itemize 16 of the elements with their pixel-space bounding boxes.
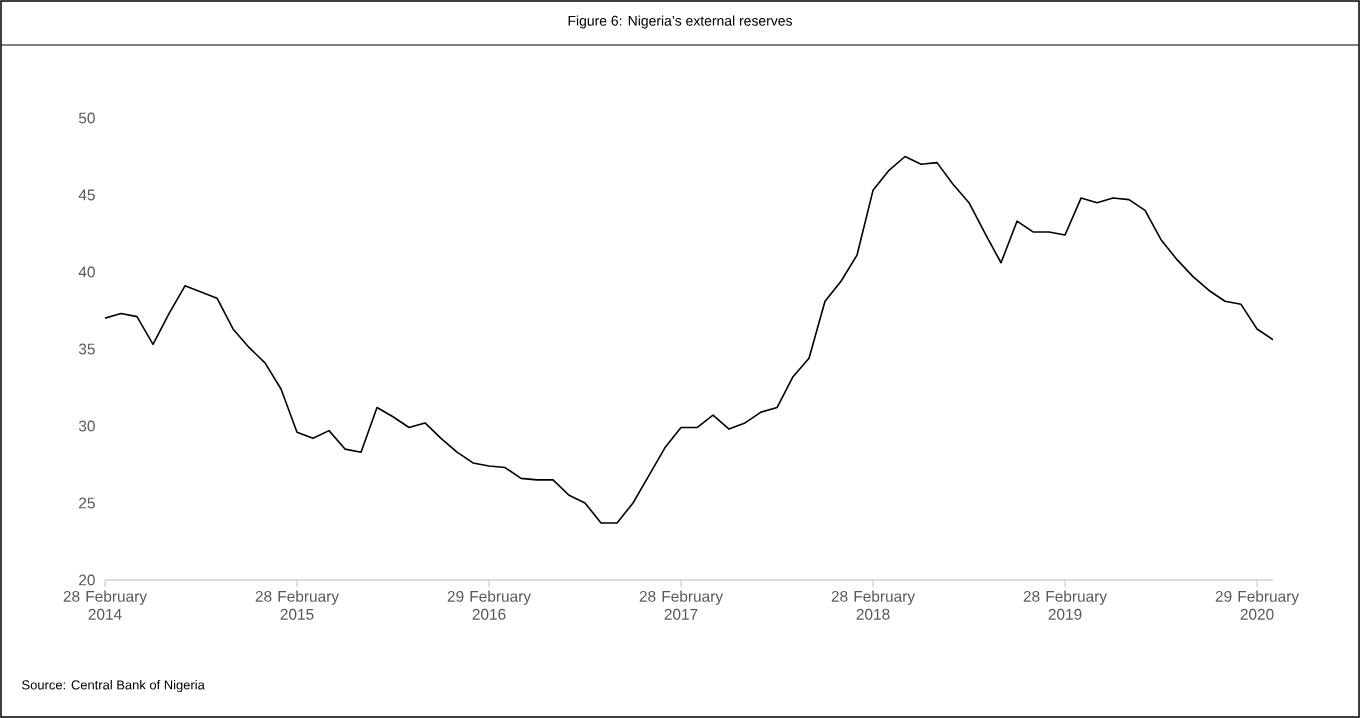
x-tick-label: 28 February 2015 [255, 590, 340, 620]
y-tick-label: 40 [78, 266, 95, 278]
y-tick-label: 30 [78, 420, 95, 432]
x-tick-label: 28 February 2019 [1023, 590, 1108, 620]
x-tick-label: 29 February 2016 [447, 590, 532, 620]
x-tick-label: 28 February 2017 [639, 590, 724, 620]
x-tick-label: 28 February 2014 [63, 590, 148, 620]
y-tick-label: 25 [79, 497, 95, 509]
x-tick-label: 28 February 2018 [831, 590, 916, 620]
y-tick-label: 35 [78, 343, 95, 355]
y-tick-label: 20 [79, 574, 95, 586]
y-tick-label: 45 [78, 189, 95, 201]
source-note: Source: Central Bank of Nigeria [22, 679, 205, 693]
chart-title: Figure 6: Nigeria’s external reserves [568, 15, 792, 29]
x-tick-label: 29 February 2020 [1215, 590, 1300, 620]
y-tick-label: 50 [78, 112, 95, 124]
